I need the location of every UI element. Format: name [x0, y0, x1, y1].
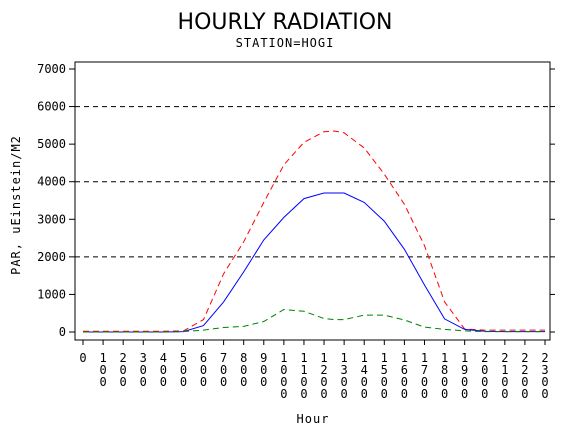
y-tick-label: 1000: [37, 287, 66, 301]
y-tick-label: 2000: [37, 250, 66, 264]
y-axis-label: PAR, uEinstein/M2: [9, 135, 23, 275]
x-axis-label: Hour: [297, 412, 330, 426]
chart-subtitle: STATION=HOGI: [236, 36, 335, 50]
chart-title: HOURLY RADIATION: [178, 10, 393, 35]
series-line-3: [83, 308, 545, 333]
y-axis: 0 1000 2000 3000 4000 5000 6000 7000: [37, 62, 555, 339]
y-tick-label: 3000: [37, 212, 66, 226]
x-axis: 0 1 0 0 2 0 0 3 0 0 4 0 0 5 0 0 6 0 0 7 0 0 8 0 0 9 0 0 1 0 0 0 1 1 0 0 1 2 0 0…: [79, 340, 549, 401]
y-tick-label: 4000: [37, 175, 66, 189]
series-line-1: [83, 130, 545, 332]
y-tick-label: 7000: [37, 62, 66, 76]
series-lines: [83, 130, 545, 333]
y-tick-label: 6000: [37, 100, 66, 114]
y-tick-label: 5000: [37, 137, 66, 151]
plot-frame: [74, 61, 551, 341]
gridlines: [75, 106, 550, 258]
y-tick-label: 0: [59, 325, 66, 339]
x-tick-label: 0: [79, 351, 86, 365]
series-line-2: [83, 192, 545, 333]
